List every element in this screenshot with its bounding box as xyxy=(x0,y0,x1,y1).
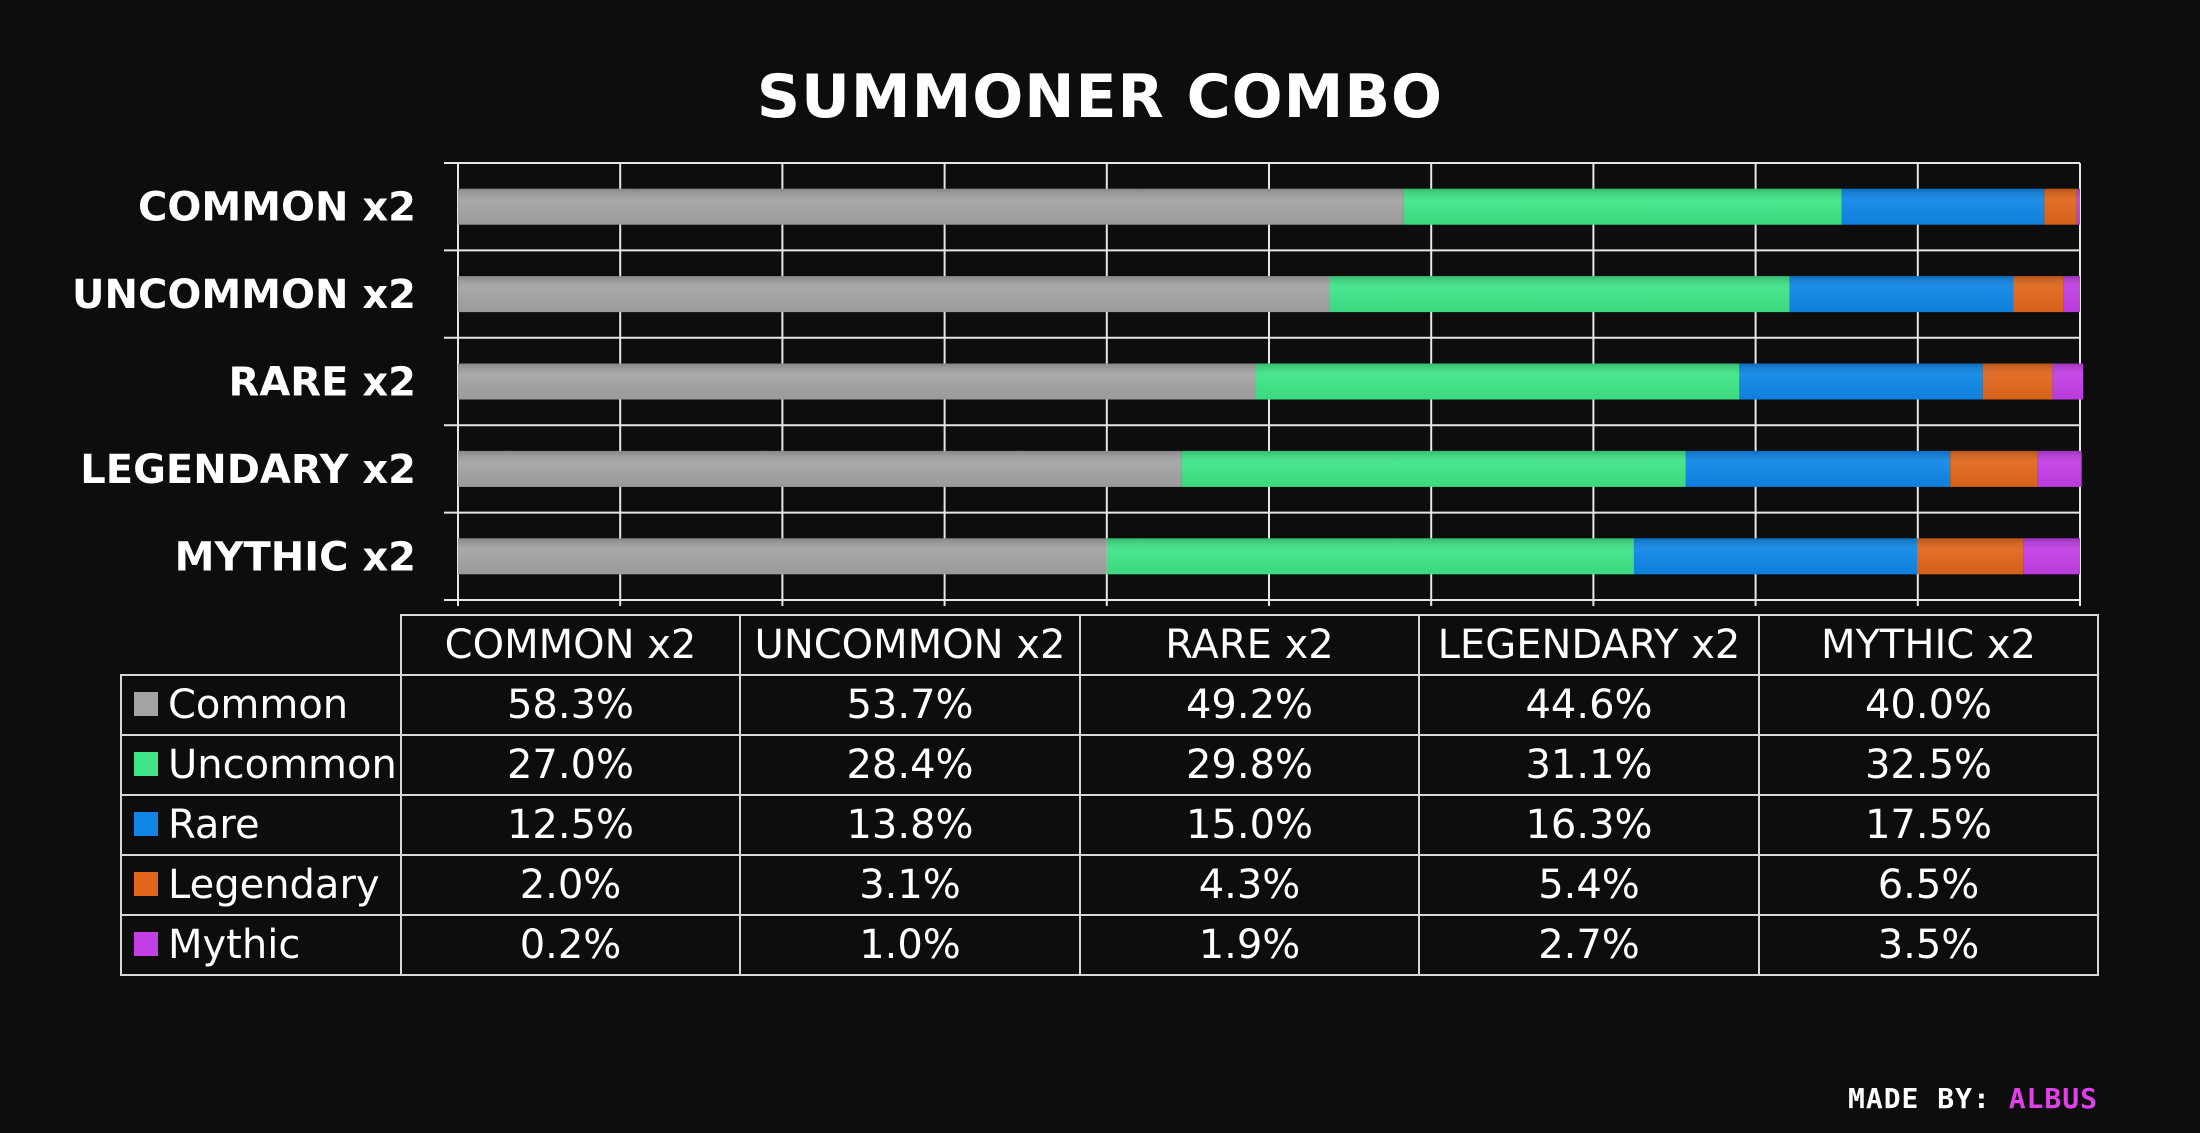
table-row: Uncommon 27.0% 28.4% 29.8% 31.1% 32.5% xyxy=(120,734,2099,796)
table-row: Rare 12.5% 13.8% 15.0% 16.3% 17.5% xyxy=(120,794,2099,856)
bar-segment-shade xyxy=(1181,450,1686,487)
bar-segment-shade xyxy=(1256,363,1740,400)
table-cell: 1.0% xyxy=(739,914,1081,976)
category-labels: COMMON x2 UNCOMMON x2 RARE x2 LEGENDARY x2 M… xyxy=(72,185,416,581)
bar-segment-shade xyxy=(1329,276,1790,313)
table-cell: 28.4% xyxy=(739,734,1081,796)
table-cell: 31.1% xyxy=(1418,734,1760,796)
bar-segment-shade xyxy=(458,538,1107,575)
category-label: COMMON x2 xyxy=(138,185,416,231)
legend-swatch xyxy=(134,752,158,776)
table-cell: 2.0% xyxy=(400,854,741,916)
bar-segment-shade xyxy=(1789,276,2014,313)
credit-label: MADE BY: xyxy=(1847,1082,1991,1115)
bar-segment-shade xyxy=(2023,538,2080,575)
table-cell: 1.9% xyxy=(1079,914,1420,976)
table-cell: 0.2% xyxy=(400,914,741,976)
table-cell: 17.5% xyxy=(1758,794,2099,856)
bar-segment-shade xyxy=(1950,450,2038,487)
bars xyxy=(458,188,2084,575)
bar-segment-shade xyxy=(1685,450,1951,487)
bar-segment-shade xyxy=(1982,363,2053,400)
bar-segment-shade xyxy=(1841,188,2045,225)
credit: MADE BY: ALBUS xyxy=(1848,1082,2098,1115)
column-header: LEGENDARY x2 xyxy=(1418,614,1760,676)
legend-label: Common xyxy=(168,682,349,728)
legend-label: Mythic xyxy=(168,922,301,968)
bar-segment-shade xyxy=(458,276,1330,313)
table-cell: 4.3% xyxy=(1079,854,1420,916)
table-cell: 16.3% xyxy=(1418,794,1760,856)
table-cell: 3.5% xyxy=(1758,914,2099,976)
category-label: RARE x2 xyxy=(229,360,416,406)
column-header: RARE x2 xyxy=(1079,614,1420,676)
bar-segment-shade xyxy=(1633,538,1918,575)
table-cell: 58.3% xyxy=(400,674,741,736)
table-cell: 29.8% xyxy=(1079,734,1420,796)
row-header: Mythic xyxy=(120,914,402,976)
bar-segment-shade xyxy=(2013,276,2064,313)
bar-segment-shade xyxy=(2037,450,2082,487)
bar-segment-shade xyxy=(2063,276,2080,313)
legend-swatch xyxy=(134,812,158,836)
row-header: Legendary xyxy=(120,854,402,916)
table-cell: 3.1% xyxy=(739,854,1081,916)
legend-swatch xyxy=(134,692,158,716)
table-cell: 32.5% xyxy=(1758,734,2099,796)
category-label: UNCOMMON x2 xyxy=(72,272,416,318)
bar-segment-shade xyxy=(1106,538,1634,575)
table-row: Common 58.3% 53.7% 49.2% 44.6% 40.0% xyxy=(120,674,2099,736)
bar-segment-shade xyxy=(1917,538,2024,575)
bar-segment-shade xyxy=(458,188,1404,225)
bar-segment-shade xyxy=(458,450,1182,487)
table-cell: 27.0% xyxy=(400,734,741,796)
bar-segment-shade xyxy=(2076,188,2080,225)
bar-segment-shade xyxy=(2044,188,2077,225)
table-cell: 6.5% xyxy=(1758,854,2099,916)
table-cell: 12.5% xyxy=(400,794,741,856)
category-label: MYTHIC x2 xyxy=(175,534,416,580)
legend-label: Legendary xyxy=(168,862,380,908)
stacked-bar-chart: COMMON x2 UNCOMMON x2 RARE x2 LEGENDARY x2 M… xyxy=(72,162,2084,606)
legend-swatch xyxy=(134,872,158,896)
column-header: COMMON x2 xyxy=(400,614,741,676)
bar-segment-shade xyxy=(458,363,1257,400)
category-label: LEGENDARY x2 xyxy=(80,447,416,493)
legend-label: Uncommon xyxy=(168,742,397,788)
table-cell: 13.8% xyxy=(739,794,1081,856)
table-cell: 5.4% xyxy=(1418,854,1760,916)
row-header: Uncommon xyxy=(120,734,402,796)
column-header: MYTHIC x2 xyxy=(1758,614,2099,676)
table-row: Legendary 2.0% 3.1% 4.3% 5.4% 6.5% xyxy=(120,854,2099,916)
chart-title: SUMMONER COMBO xyxy=(756,62,1444,132)
table-cell: 44.6% xyxy=(1418,674,1760,736)
legend-swatch xyxy=(134,932,158,956)
bar-segment-shade xyxy=(1739,363,1983,400)
column-header: UNCOMMON x2 xyxy=(739,614,1081,676)
table-cell: 49.2% xyxy=(1079,674,1420,736)
bar-segment-shade xyxy=(2052,363,2084,400)
row-header: Rare xyxy=(120,794,402,856)
table-corner xyxy=(121,615,402,676)
bar-segment-shade xyxy=(1403,188,1842,225)
table-cell: 40.0% xyxy=(1758,674,2099,736)
table-cell: 53.7% xyxy=(739,674,1081,736)
table-cell: 2.7% xyxy=(1418,914,1760,976)
credit-name: ALBUS xyxy=(2008,1082,2098,1115)
table-header-row: COMMON x2 UNCOMMON x2 RARE x2 LEGENDARY x2 M… xyxy=(121,614,2099,676)
row-header: Common xyxy=(120,674,402,736)
legend-label: Rare xyxy=(168,802,260,848)
table-cell: 15.0% xyxy=(1079,794,1420,856)
table-row: Mythic 0.2% 1.0% 1.9% 2.7% 3.5% xyxy=(120,914,2099,976)
data-table: COMMON x2 UNCOMMON x2 RARE x2 LEGENDARY x2 M… xyxy=(120,614,2099,976)
